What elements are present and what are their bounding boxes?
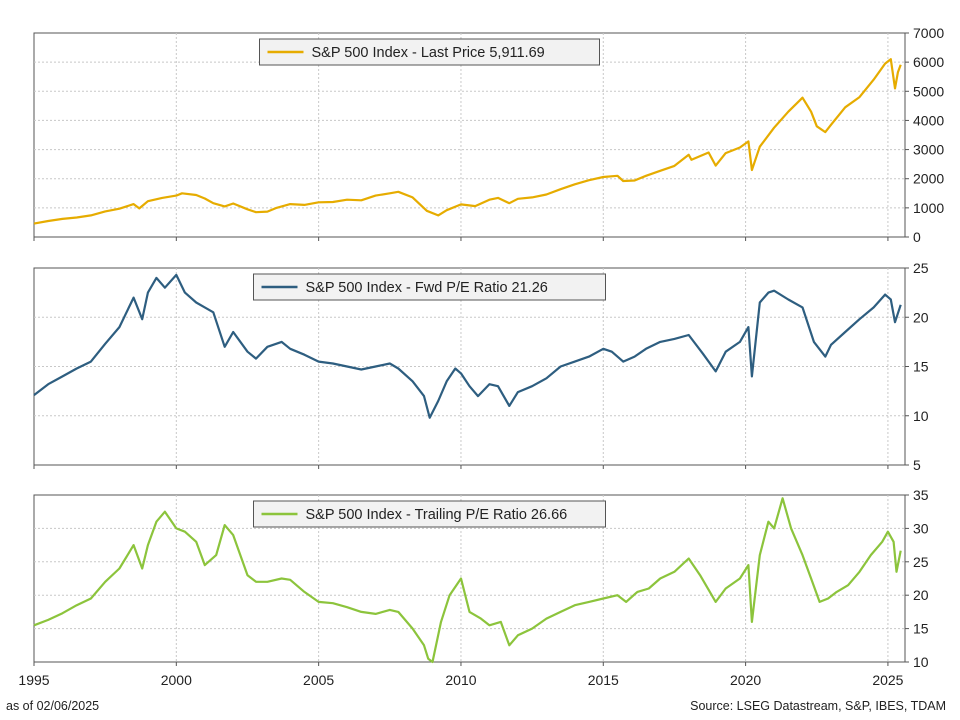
series-line [33,58,902,225]
legend-label: S&P 500 Index - Last Price 5,911.69 [312,45,545,61]
as-of-date: as of 02/06/2025 [6,699,100,713]
legend-label: S&P 500 Index - Trailing P/E Ratio 26.66 [306,507,568,523]
y-tick-label: 0 [913,229,921,245]
y-tick-label: 4000 [913,112,944,128]
legend: S&P 500 Index - Last Price 5,911.69 [259,38,600,66]
y-tick-label: 7000 [913,25,944,41]
y-tick-label: 3000 [913,142,944,158]
y-tick-label: 25 [913,554,929,570]
x-tick-label: 2025 [872,672,903,688]
legend-label: S&P 500 Index - Fwd P/E Ratio 21.26 [306,280,548,296]
y-tick-label: 1000 [913,200,944,216]
y-tick-label: 15 [913,359,929,375]
y-tick-label: 20 [913,587,929,603]
x-tick-label: 2005 [303,672,334,688]
legend-box [253,273,606,301]
y-tick-label: 10 [913,408,929,424]
y-tick-label: 2000 [913,171,944,187]
x-tick-label: 2020 [730,672,761,688]
y-tick-label: 15 [913,621,929,637]
y-tick-label: 5000 [913,83,944,99]
y-tick-label: 20 [913,309,929,325]
y-tick-label: 5 [913,457,921,473]
y-tick-label: 30 [913,520,929,536]
source-note: Source: LSEG Datastream, S&P, IBES, TDAM [690,699,946,713]
y-tick-label: 25 [913,260,929,276]
legend-box [253,500,606,528]
chart-panel-2: 5 10 15 20 25 S&P 500 Index - Fwd P/E Ratio 2… [33,260,929,473]
chart-panel-3: 10 15 20 25 30 35 S&P 500 Index - Trailing P/E… [33,487,929,670]
series-line [33,273,902,419]
chart-panel-1: 0 1000 2000 3000 4000 5000 6000 7000 S&P 500 Ind… [33,25,944,245]
y-tick-label: 35 [913,487,929,503]
x-tick-label: 1995 [18,672,49,688]
legend-box [259,38,600,66]
y-tick-label: 10 [913,654,929,670]
series-line [33,497,902,664]
plot-area [33,32,906,238]
y-tick-label: 6000 [913,54,944,70]
x-tick-label: 2000 [161,672,192,688]
legend: S&P 500 Index - Trailing P/E Ratio 26.66 [253,500,606,528]
legend: S&P 500 Index - Fwd P/E Ratio 21.26 [253,273,606,301]
x-tick-label: 2015 [588,672,619,688]
x-tick-label: 2010 [445,672,476,688]
